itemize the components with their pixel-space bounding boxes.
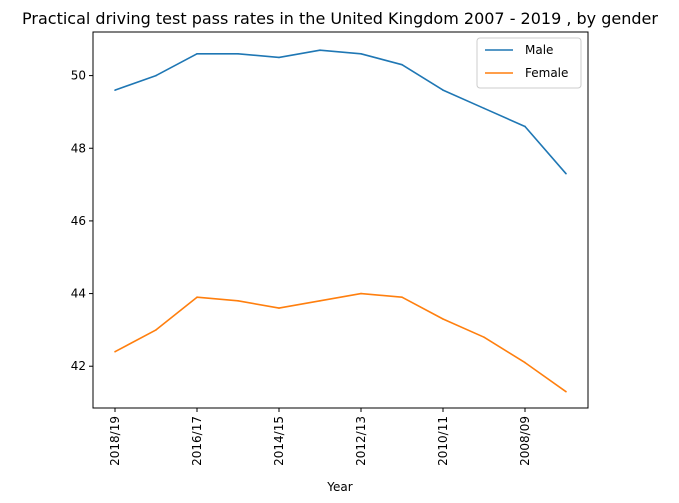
data-point-male [565, 172, 567, 175]
legend: Male Female [476, 37, 582, 89]
y-tick-label: 50 [71, 69, 86, 83]
x-tick-label: 2012/13 [354, 416, 368, 466]
y-tick-label: 46 [71, 214, 86, 228]
data-point-male [524, 125, 526, 128]
x-axis-label: Year [326, 480, 352, 494]
data-point-female [155, 329, 157, 331]
legend-label-female: Female [525, 66, 568, 80]
data-point-male [278, 56, 280, 59]
data-point-male [401, 63, 403, 66]
plot-area [92, 31, 589, 409]
data-point-male [483, 107, 485, 110]
x-axis: 2018/19 2016/17 2014/15 2012/13 2010/11 2008/… [108, 408, 532, 466]
x-tick-label: 2008/09 [518, 416, 532, 466]
x-tick-label: 2016/17 [190, 416, 204, 466]
data-point-female [360, 292, 362, 295]
series-line-female [114, 292, 567, 393]
data-point-male [114, 89, 116, 91]
data-point-female [319, 300, 321, 302]
x-tick-label: 2014/15 [272, 416, 286, 466]
x-tick-label: 2010/11 [436, 416, 450, 466]
legend-label-male: Male [525, 43, 553, 57]
data-point-female [114, 350, 116, 353]
data-point-male [360, 52, 362, 55]
data-point-male [155, 74, 157, 77]
data-point-male [442, 89, 444, 91]
data-point-male [237, 52, 239, 55]
y-axis: 42 44 46 48 50 [71, 69, 93, 373]
y-tick-label: 42 [71, 359, 86, 373]
data-point-female [237, 300, 239, 302]
data-point-female [524, 361, 526, 364]
data-point-female [483, 336, 485, 338]
data-point-female [565, 390, 567, 393]
y-tick-label: 44 [71, 287, 86, 301]
y-tick-label: 48 [71, 141, 86, 155]
data-point-male [319, 49, 321, 51]
series-lines [114, 49, 567, 393]
data-point-female [278, 307, 280, 309]
data-point-female [196, 296, 198, 298]
series-line-male [114, 49, 567, 175]
chart-title: Practical driving test pass rates in the… [22, 9, 658, 28]
data-point-female [442, 318, 444, 320]
x-tick-label: 2018/19 [108, 416, 122, 466]
data-point-male [196, 52, 198, 55]
data-point-female [401, 296, 403, 298]
